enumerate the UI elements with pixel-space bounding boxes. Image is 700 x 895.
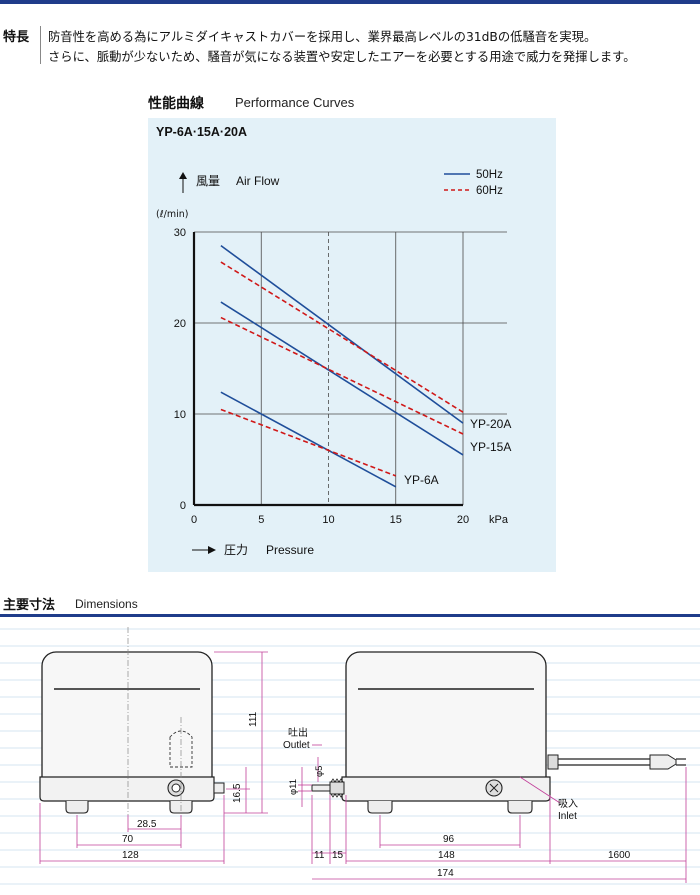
legend-60hz-label: 60Hz bbox=[476, 185, 503, 197]
dim-15: 15 bbox=[332, 850, 344, 861]
annotation-yp20a: YP-20A bbox=[470, 417, 511, 431]
side-dimension-lines bbox=[298, 744, 687, 883]
series-line-yp-6a-60hz bbox=[220, 408, 397, 477]
y-tick-label: 10 bbox=[174, 409, 186, 421]
chart-grid bbox=[194, 231, 507, 505]
x-unit: kPa bbox=[489, 514, 509, 526]
dim-148: 148 bbox=[438, 850, 455, 861]
x-label-en: Pressure bbox=[266, 543, 314, 557]
y-label-jp: 風量 bbox=[196, 174, 220, 188]
performance-chart-panel: YP-6A·15A·20A 風量 Air Flow (ℓ/min) 50Hz 6… bbox=[148, 118, 556, 572]
features-label: 特長 bbox=[3, 30, 30, 45]
series-line-yp-20a-50hz bbox=[220, 245, 464, 424]
dim-foot-height: 16.5 bbox=[232, 783, 243, 803]
outlet-label-jp: 吐出 bbox=[288, 726, 308, 739]
x-tick-label: 15 bbox=[390, 514, 402, 526]
dim-phi11: φ11 bbox=[288, 779, 299, 795]
top-accent-bar bbox=[0, 0, 700, 4]
x-axis-arrow-icon bbox=[208, 546, 216, 554]
annotation-yp15a: YP-15A bbox=[470, 440, 511, 454]
inlet-label-en: Inlet bbox=[558, 811, 577, 822]
performance-chart: YP-6A·15A·20A 風量 Air Flow (ℓ/min) 50Hz 6… bbox=[156, 125, 511, 557]
y-unit: (ℓ/min) bbox=[156, 209, 188, 220]
performance-title-jp: 性能曲線 bbox=[148, 96, 204, 112]
legend-50hz-label: 50Hz bbox=[476, 169, 503, 181]
dim-174: 174 bbox=[437, 868, 454, 879]
annotation-yp6a: YP-6A bbox=[404, 473, 439, 487]
x-tick-label: 10 bbox=[322, 514, 334, 526]
dimensions-title-jp: 主要寸法 bbox=[3, 598, 56, 613]
dim-96: 96 bbox=[443, 834, 455, 845]
chart-series bbox=[220, 245, 464, 488]
dim-11: 11 bbox=[314, 850, 325, 861]
x-label-jp: 圧力 bbox=[224, 543, 248, 557]
series-line-yp-15a-50hz bbox=[220, 301, 464, 456]
y-axis-arrow-icon bbox=[179, 172, 187, 179]
inlet-label-jp: 吸入 bbox=[558, 799, 578, 810]
dimensions-accent-bar bbox=[0, 614, 700, 617]
dim-height: 111 bbox=[248, 711, 259, 727]
dimensions-title-en: Dimensions bbox=[75, 597, 138, 611]
chart-title: YP-6A·15A·20A bbox=[156, 125, 247, 139]
y-tick-label: 0 bbox=[180, 500, 186, 512]
dim-w2: 70 bbox=[122, 834, 134, 845]
chart-axes bbox=[192, 232, 463, 507]
dim-w1: 28.5 bbox=[137, 819, 157, 830]
x-tick-label: 20 bbox=[457, 514, 469, 526]
side-view bbox=[311, 651, 686, 814]
front-dimension-lines bbox=[39, 651, 268, 864]
y-tick-label: 30 bbox=[174, 227, 186, 239]
dim-w3: 128 bbox=[122, 850, 139, 861]
dimensions-svg: 111 16.5 28.5 70 128 bbox=[0, 627, 700, 885]
chart-ticks: 0 5 10 15 20 kPa 0 10 20 30 bbox=[174, 227, 509, 526]
outlet-label-en: Outlet bbox=[283, 740, 310, 751]
x-tick-label: 5 bbox=[258, 514, 264, 526]
dim-1600: 1600 bbox=[608, 850, 631, 861]
performance-title-en: Performance Curves bbox=[235, 95, 355, 110]
features-line-1: 防音性を高める為にアルミダイキャストカバーを採用し、業界最高レベルの31dBの低… bbox=[48, 30, 597, 44]
dimensions-drawing: 111 16.5 28.5 70 128 bbox=[0, 617, 700, 891]
front-view bbox=[39, 627, 225, 817]
series-line-yp-15a-60hz bbox=[220, 316, 464, 435]
x-tick-label: 0 bbox=[191, 514, 197, 526]
features-separator bbox=[40, 26, 41, 64]
features-line-2: さらに、脈動が少ないため、騒音が気になる装置や安定したエアーを必要とする用途で威… bbox=[48, 50, 636, 64]
series-line-yp-6a-50hz bbox=[220, 391, 397, 488]
y-label-en: Air Flow bbox=[236, 174, 280, 188]
series-line-yp-20a-60hz bbox=[220, 261, 464, 413]
y-tick-label: 20 bbox=[174, 318, 186, 330]
dim-phi5: φ5 bbox=[314, 766, 325, 777]
